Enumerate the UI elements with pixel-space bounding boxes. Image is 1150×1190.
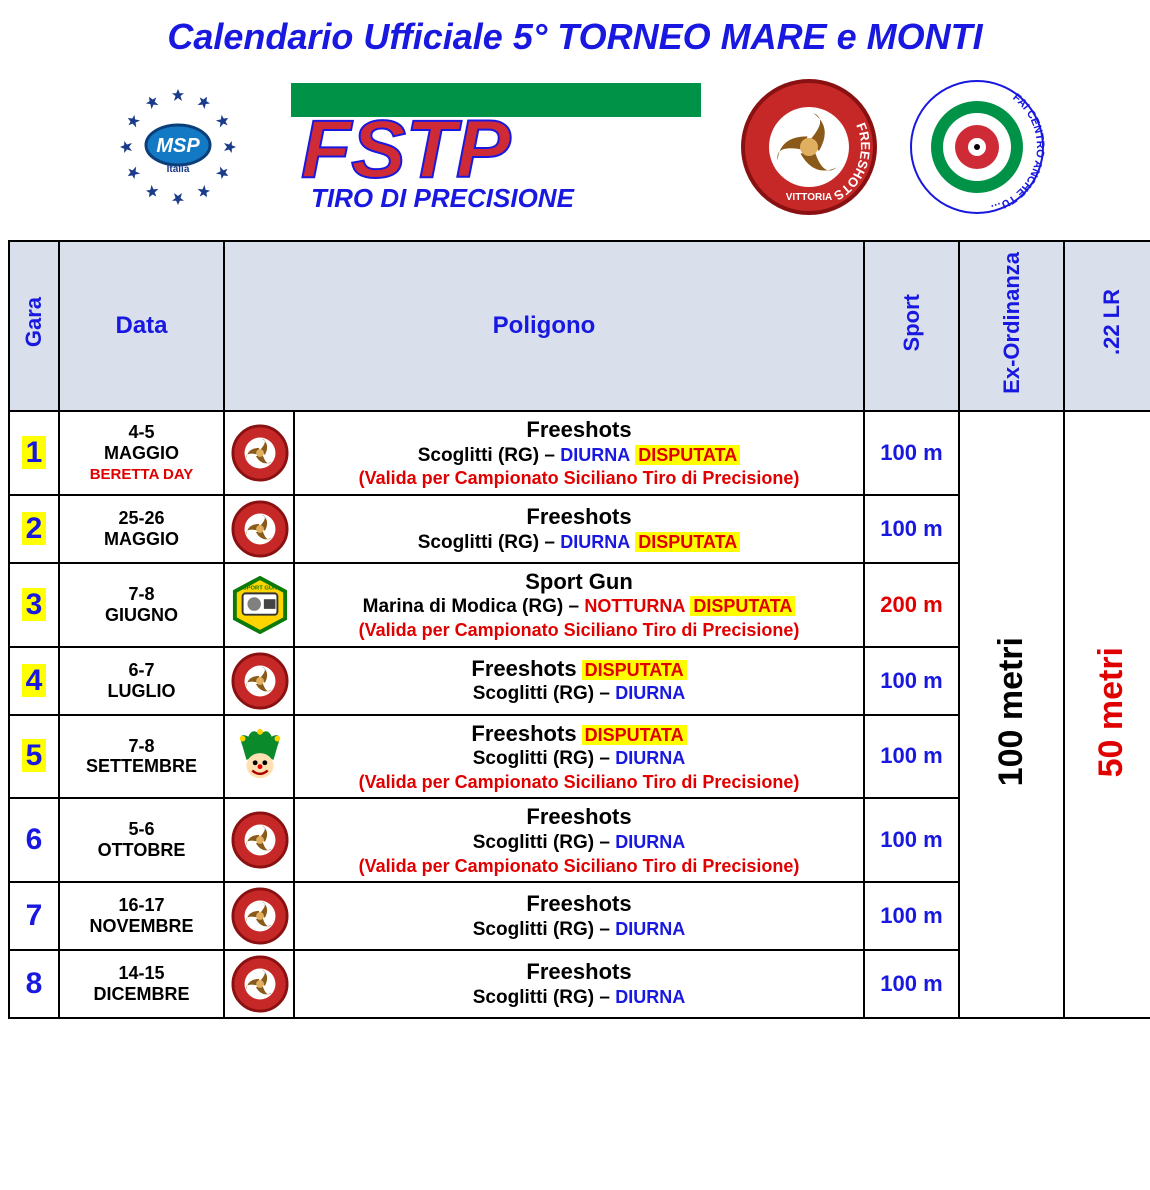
date-cell: 4-5MAGGIOBERETTA DAY xyxy=(59,411,224,495)
sport-cell: 100 m xyxy=(864,411,959,495)
gara-number: 4 xyxy=(9,647,59,715)
poligono-cell: Freeshots DISPUTATAScoglitti (RG) – DIUR… xyxy=(294,647,864,715)
poligono-cell: FreeshotsScoglitti (RG) – DIURNA xyxy=(294,882,864,950)
svg-text:MSP: MSP xyxy=(156,135,200,157)
logo-freeshots: FREESHOTS VITTORIA xyxy=(739,77,879,217)
date-cell: 7-8SETTEMBRE xyxy=(59,715,224,799)
poligono-cell: Freeshots DISPUTATAScoglitti (RG) – DIUR… xyxy=(294,715,864,799)
sport-cell: 200 m xyxy=(864,563,959,647)
poligono-icon xyxy=(224,950,294,1018)
date-cell: 14-15DICEMBRE xyxy=(59,950,224,1018)
sport-cell: 100 m xyxy=(864,950,959,1018)
poligono-icon xyxy=(224,798,294,882)
sport-cell: 100 m xyxy=(864,715,959,799)
logo-row: MSP Italia FSTP TIRO DI PRECISIONE FREES… xyxy=(8,72,1142,222)
date-cell: 16-17NOVEMBRE xyxy=(59,882,224,950)
sport-cell: 100 m xyxy=(864,882,959,950)
poligono-icon: SPORT GUN xyxy=(224,563,294,647)
header-data: Data xyxy=(59,241,224,411)
svg-text:TIRO DI PRECISIONE: TIRO DI PRECISIONE xyxy=(311,183,575,213)
date-cell: 7-8GIUGNO xyxy=(59,563,224,647)
poligono-cell: FreeshotsScoglitti (RG) – DIURNA DISPUTA… xyxy=(294,495,864,563)
gara-number: 7 xyxy=(9,882,59,950)
header-22lr: .22 LR xyxy=(1064,241,1150,411)
sport-cell: 100 m xyxy=(864,647,959,715)
poligono-cell: FreeshotsScoglitti (RG) – DIURNA(Valida … xyxy=(294,798,864,882)
gara-number: 5 xyxy=(9,715,59,799)
poligono-cell: FreeshotsScoglitti (RG) – DIURNA xyxy=(294,950,864,1018)
exord-span: 100 metri xyxy=(959,411,1064,1018)
lr22-span: 50 metri xyxy=(1064,411,1150,1018)
svg-text:FSTP: FSTP xyxy=(301,104,511,195)
header-sport: Sport xyxy=(864,241,959,411)
gara-number: 2 xyxy=(9,495,59,563)
gara-number: 3 xyxy=(9,563,59,647)
header-poligono: Poligono xyxy=(224,241,864,411)
poligono-icon xyxy=(224,715,294,799)
poligono-cell: Sport GunMarina di Modica (RG) – NOTTURN… xyxy=(294,563,864,647)
date-cell: 6-7LUGLIO xyxy=(59,647,224,715)
page-title: Calendario Ufficiale 5° TORNEO MARE e MO… xyxy=(8,16,1142,58)
logo-fstp: FSTP TIRO DI PRECISIONE xyxy=(281,77,711,217)
table-row: 14-5MAGGIOBERETTA DAY FreeshotsScoglitti… xyxy=(9,411,1150,495)
svg-text:VITTORIA: VITTORIA xyxy=(786,192,832,203)
logo-armeria-target: FAI CENTRO ANCHE TU… ARMERIA IAPICHINO xyxy=(907,77,1047,217)
poligono-icon xyxy=(224,411,294,495)
header-exord: Ex-Ordinanza xyxy=(959,241,1064,411)
poligono-icon xyxy=(224,647,294,715)
gara-number: 1 xyxy=(9,411,59,495)
svg-text:SPORT GUN: SPORT GUN xyxy=(243,585,277,591)
sport-cell: 100 m xyxy=(864,495,959,563)
date-cell: 5-6OTTOBRE xyxy=(59,798,224,882)
calendar-table: Gara Data Poligono Sport Ex-Ordinanza .2… xyxy=(8,240,1150,1019)
poligono-icon xyxy=(224,882,294,950)
date-cell: 25-26MAGGIO xyxy=(59,495,224,563)
poligono-icon xyxy=(224,495,294,563)
gara-number: 6 xyxy=(9,798,59,882)
logo-msp: MSP Italia xyxy=(103,82,253,212)
header-row: Gara Data Poligono Sport Ex-Ordinanza .2… xyxy=(9,241,1150,411)
svg-text:ARMERIA IAPICHINO: ARMERIA IAPICHINO xyxy=(914,216,948,217)
header-gara: Gara xyxy=(9,241,59,411)
svg-text:Italia: Italia xyxy=(167,164,190,175)
sport-cell: 100 m xyxy=(864,798,959,882)
gara-number: 8 xyxy=(9,950,59,1018)
poligono-cell: FreeshotsScoglitti (RG) – DIURNA DISPUTA… xyxy=(294,411,864,495)
